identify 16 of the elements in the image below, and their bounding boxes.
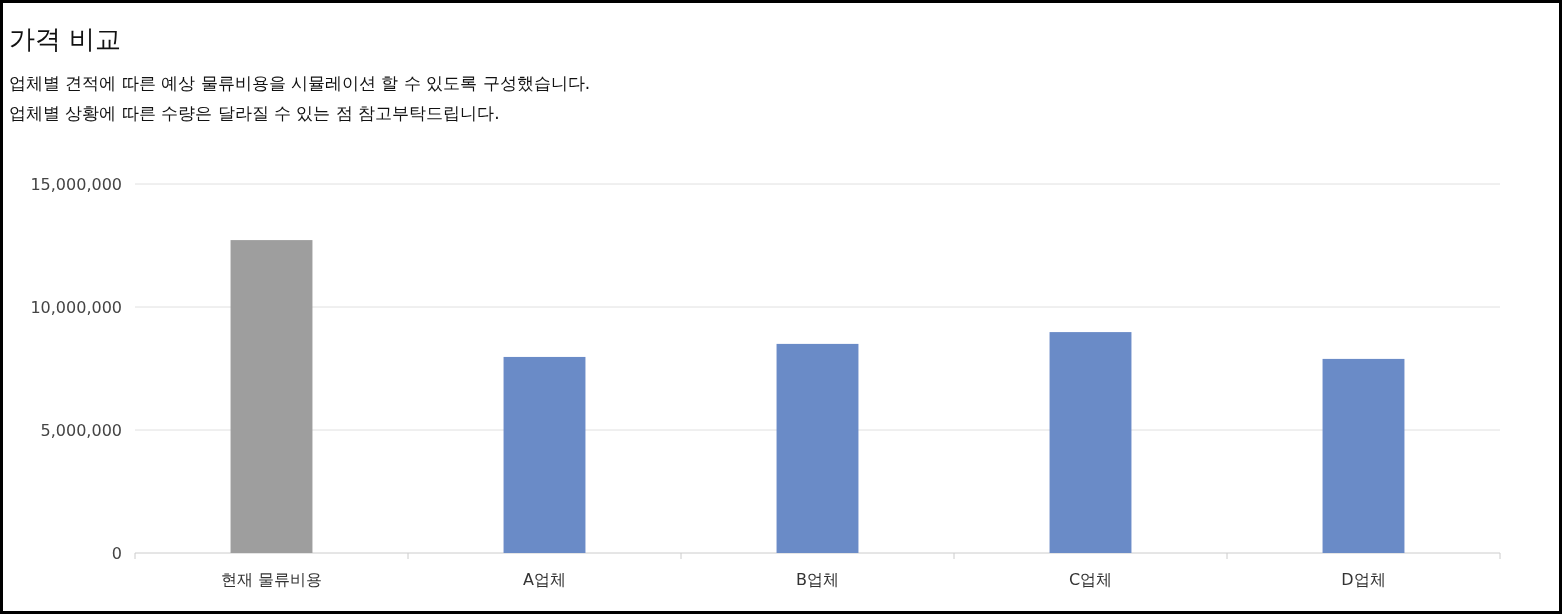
- y-tick-label: 5,000,000: [40, 421, 122, 440]
- chart-title: 가격 비교: [9, 24, 122, 54]
- chart-subtitle: 업체별 견적에 따른 예상 물류비용을 시뮬레이션 할 수 있도록 구성했습니다. 업체별 상황에 따른 수량은 달라질 수 있는 점 참고부탁드립니다.: [9, 73, 591, 123]
- y-tick-label: 15,000,000: [30, 175, 122, 194]
- x-tick-label: D업체: [1341, 570, 1386, 589]
- x-tick-label: 현재 물류비용: [220, 570, 323, 589]
- x-tick-label: C업체: [1068, 570, 1113, 589]
- x-tick-label: A업체: [523, 570, 566, 589]
- bar: [1049, 332, 1132, 553]
- y-tick-label: 10,000,000: [30, 298, 122, 317]
- y-tick-label: 0: [111, 544, 122, 563]
- bar: [1322, 358, 1405, 553]
- bar: [503, 356, 586, 553]
- x-tick-label: B업체: [796, 570, 839, 589]
- bar: [776, 343, 859, 553]
- bar: [230, 240, 313, 553]
